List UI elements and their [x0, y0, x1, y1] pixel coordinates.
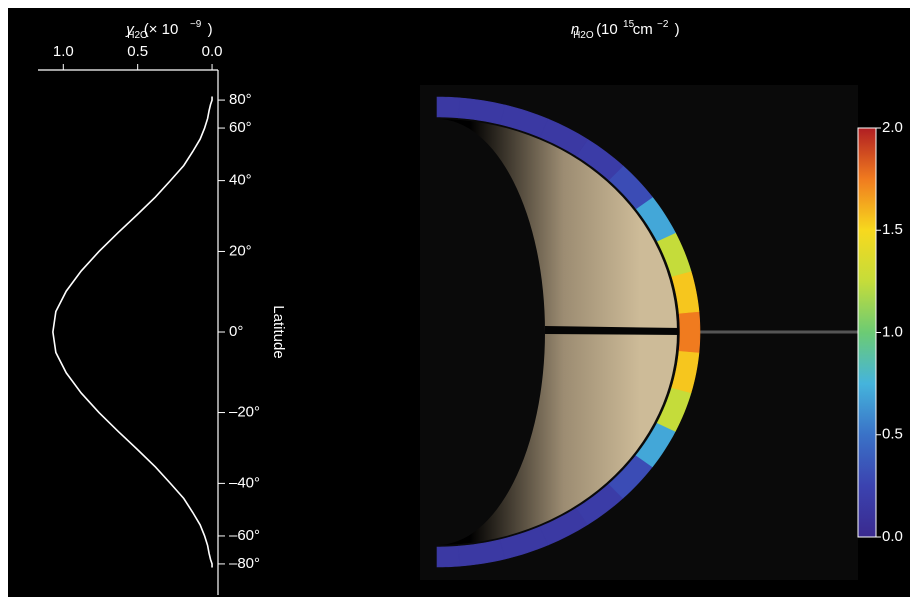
figure: Latitude yH2O(× 10−9)1.00.50.080°60°40°2… [0, 0, 917, 605]
title-part: −2 [657, 19, 669, 30]
y-tick-label: 60° [229, 119, 252, 136]
colorbar-tick-label: 2.0 [882, 119, 903, 136]
colorbar-tick-label: 0.5 [882, 426, 903, 443]
y-tick-label: 20° [229, 242, 252, 259]
colorbar-tick-label: 0.0 [882, 528, 903, 545]
x-tick-label: 0.5 [127, 43, 148, 60]
band-segment [437, 546, 460, 567]
title-part: ) [675, 21, 680, 38]
y-tick-label: 0° [229, 323, 243, 340]
x-tick-label: 1.0 [53, 43, 74, 60]
y-tick-label: 40° [229, 172, 252, 189]
band-segment [437, 97, 460, 118]
title-part: H2O [573, 30, 594, 41]
y-tick-label: –40° [229, 474, 260, 491]
y-tick-label: –60° [229, 527, 260, 544]
y-axis-label: Latitude [270, 305, 287, 358]
y-tick-label: –80° [229, 555, 260, 572]
colorbar-tick-label: 1.5 [882, 221, 903, 238]
x-tick-label: 0.0 [202, 43, 223, 60]
y-tick-label: –20° [229, 404, 260, 421]
title-part: (× 10 [144, 21, 179, 38]
band-segment [679, 312, 700, 353]
colorbar-tick-label: 1.0 [882, 323, 903, 340]
title-part: (10 [596, 21, 618, 38]
colorbar [858, 128, 876, 537]
title-part: −9 [190, 19, 202, 30]
title-part: ) [208, 21, 213, 38]
title-part: cm [633, 21, 653, 38]
y-tick-label: 80° [229, 91, 252, 108]
